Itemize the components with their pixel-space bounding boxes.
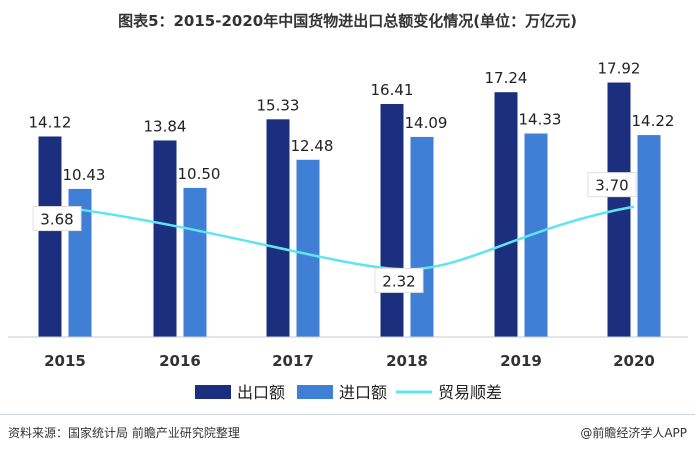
surplus-value-label: 2.32: [382, 272, 415, 290]
export-value-label: 17.92: [598, 60, 641, 78]
surplus-line: [64, 205, 635, 271]
surplus-label-box: [32, 206, 82, 232]
legend: 出口额 进口额 贸易顺差: [195, 383, 502, 402]
export-bar-2019: [494, 92, 518, 337]
credit-note: @前瞻经济学人APP: [580, 426, 687, 440]
import-value-label: 14.22: [632, 112, 675, 130]
import-bar-2016: [183, 187, 207, 337]
export-value-label: 15.33: [257, 96, 300, 114]
import-bar-2020: [637, 135, 661, 337]
data-labels: 14.12 10.43 13.84 10.50 15.33 12.48 16.41 14.09…: [29, 60, 675, 293]
export-value-label: 13.84: [144, 117, 187, 135]
chart-title: 图表5：2015-2020年中国货物进出口总额变化情况(单位：万亿元): [118, 12, 577, 30]
import-bar-2019: [524, 133, 548, 337]
x-tick-label: 2016: [159, 352, 201, 370]
x-tick-label: 2019: [500, 352, 542, 370]
footer-divider: [0, 414, 695, 415]
source-note: 资料来源：国家统计局 前瞻产业研究院整理: [8, 426, 240, 440]
import-bars: [68, 133, 661, 337]
import-value-label: 10.50: [178, 165, 221, 183]
export-value-label: 16.41: [371, 81, 414, 99]
legend-swatch: [297, 385, 333, 399]
import-value-label: 14.09: [405, 114, 448, 132]
export-bar-2018: [380, 103, 404, 337]
x-tick-labels: 2015 2016 2017 2018 2019 2020: [44, 352, 655, 370]
x-tick-label: 2017: [272, 352, 314, 370]
legend-label: 进口额: [339, 383, 387, 402]
import-value-label: 14.33: [519, 111, 562, 129]
import-value-label: 10.43: [63, 166, 106, 184]
legend-swatch: [195, 385, 231, 399]
legend-label: 出口额: [237, 383, 285, 402]
surplus-value-label: 3.68: [40, 211, 73, 229]
import-value-label: 12.48: [291, 137, 334, 155]
export-value-label: 14.12: [29, 113, 72, 131]
export-bar-2015: [38, 136, 62, 337]
surplus-label-box: [374, 267, 424, 293]
x-tick-label: 2015: [44, 352, 86, 370]
surplus-value-label: 3.70: [595, 177, 628, 195]
surplus-label-box: [587, 172, 637, 198]
x-tick-label: 2018: [386, 352, 428, 370]
export-bar-2017: [266, 119, 290, 338]
import-bar-2017: [296, 159, 320, 337]
legend-label: 贸易顺差: [438, 383, 502, 402]
export-bar-2016: [153, 140, 177, 337]
export-value-label: 17.24: [485, 69, 528, 87]
import-bar-2018: [410, 136, 434, 337]
x-tick-label: 2020: [613, 352, 655, 370]
